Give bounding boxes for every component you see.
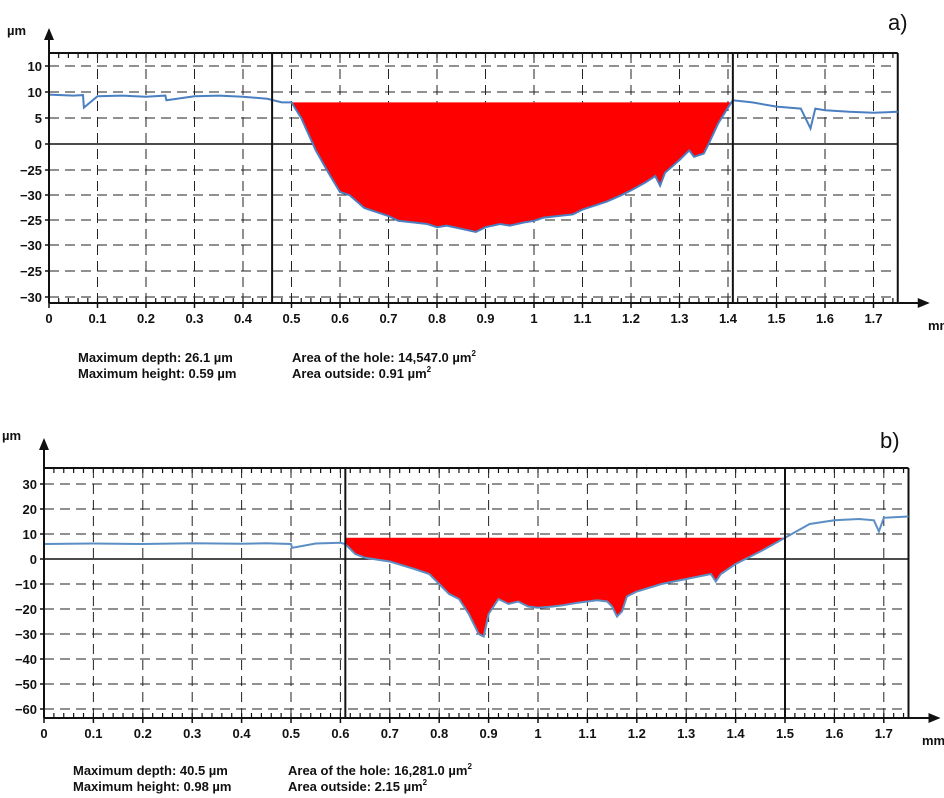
y-tick-label: 10 — [28, 59, 42, 74]
x-tick-label: 1.3 — [670, 311, 688, 326]
x-tick-label: 1.4 — [719, 311, 738, 326]
x-tick-label: 1.3 — [677, 726, 695, 741]
max-height-stat: Maximum height: 0.59 µm — [78, 366, 236, 381]
y-tick-label: −25 — [20, 264, 42, 279]
max-height-stat: Maximum height: 0.98 µm — [73, 779, 231, 794]
y-tick-label: 20 — [23, 502, 37, 517]
panel-label: b) — [880, 428, 900, 453]
x-tick-label: 0.2 — [137, 311, 155, 326]
x-axis-unit-label: mm — [928, 318, 944, 333]
y-tick-label: −30 — [20, 290, 42, 305]
y-tick-label: 10 — [28, 85, 42, 100]
y-tick-label: −60 — [15, 702, 37, 717]
y-tick-label: −30 — [20, 238, 42, 253]
x-tick-label: 1 — [530, 311, 537, 326]
area-outside-sup: 2 — [427, 365, 432, 374]
x-tick-label: 0 — [45, 311, 52, 326]
hole-area — [272, 102, 733, 233]
y-tick-label: −30 — [15, 627, 37, 642]
x-tick-label: 0.9 — [476, 311, 494, 326]
x-tick-label: 1.5 — [767, 311, 785, 326]
max-depth-stat: Maximum depth: 26.1 µm — [78, 350, 233, 365]
x-tick-label: 0.8 — [430, 726, 448, 741]
x-tick-label: 1.2 — [628, 726, 646, 741]
x-axis-arrow — [917, 298, 930, 308]
y-tick-label: 0 — [35, 137, 42, 152]
profile-line — [43, 515, 909, 638]
y-axis-unit-label: µm — [2, 428, 21, 443]
x-axis-unit-label: mm — [922, 733, 944, 748]
profile-line — [48, 93, 898, 234]
y-tick-label: −20 — [15, 602, 37, 617]
area-outside-sup: 2 — [423, 778, 428, 787]
x-tick-label: 1.7 — [864, 311, 882, 326]
area-outside-stat: Area outside: 0.91 µm2 — [292, 365, 432, 381]
x-tick-label: 1.1 — [578, 726, 596, 741]
area-hole-sup: 2 — [471, 349, 476, 358]
x-tick-label: 0.5 — [282, 726, 300, 741]
y-tick-label: −25 — [20, 213, 42, 228]
x-tick-label: 0 — [40, 726, 47, 741]
area-outside-text: Area outside: 0.91 µm — [292, 366, 427, 381]
x-tick-label: 1.2 — [622, 311, 640, 326]
area-hole-text: Area of the hole: 14,547.0 µm — [292, 350, 471, 365]
y-tick-label: 10 — [23, 527, 37, 542]
x-tick-label: 0.7 — [381, 726, 399, 741]
area-hole-sup: 2 — [467, 762, 472, 771]
y-axis-arrow — [44, 28, 54, 40]
x-tick-label: 1 — [534, 726, 541, 741]
x-tick-label: 0.9 — [480, 726, 498, 741]
panel-label: a) — [888, 10, 908, 35]
y-tick-label: −50 — [15, 677, 37, 692]
x-axis-arrow — [928, 713, 941, 723]
x-tick-label: 1.6 — [816, 311, 834, 326]
y-axis-unit-label: µm — [7, 23, 26, 38]
x-tick-label: 1.6 — [825, 726, 843, 741]
area-hole-stat: Area of the hole: 16,281.0 µm2 — [288, 762, 472, 778]
y-tick-label: 0 — [30, 552, 37, 567]
y-axis-arrow — [39, 438, 49, 450]
area-outside-text: Area outside: 2.15 µm — [288, 779, 423, 794]
area-hole-text: Area of the hole: 16,281.0 µm — [288, 763, 467, 778]
x-tick-label: 0.3 — [185, 311, 203, 326]
area-hole-stat: Area of the hole: 14,547.0 µm2 — [292, 349, 476, 365]
x-tick-label: 0.6 — [331, 726, 349, 741]
x-tick-label: 1.1 — [573, 311, 591, 326]
x-tick-label: 0.8 — [428, 311, 446, 326]
y-tick-label: −40 — [15, 652, 37, 667]
y-tick-label: −25 — [20, 163, 42, 178]
max-depth-stat: Maximum depth: 40.5 µm — [73, 763, 228, 778]
x-tick-label: 0.4 — [234, 311, 253, 326]
x-tick-label: 0.5 — [282, 311, 300, 326]
x-tick-label: 0.7 — [379, 311, 397, 326]
x-tick-label: 0.3 — [183, 726, 201, 741]
y-tick-label: 30 — [23, 477, 37, 492]
y-tick-label: −30 — [20, 188, 42, 203]
x-tick-label: 0.1 — [84, 726, 102, 741]
x-tick-label: 1.4 — [727, 726, 746, 741]
x-tick-label: 1.5 — [776, 726, 794, 741]
x-tick-label: 0.4 — [233, 726, 252, 741]
x-tick-label: 0.6 — [331, 311, 349, 326]
area-outside-stat: Area outside: 2.15 µm2 — [288, 778, 428, 794]
x-tick-label: 0.1 — [88, 311, 106, 326]
x-tick-label: 0.2 — [134, 726, 152, 741]
x-tick-label: 1.7 — [875, 726, 893, 741]
y-tick-label: −10 — [15, 577, 37, 592]
hole-area — [345, 537, 785, 637]
y-tick-label: 5 — [35, 111, 42, 126]
